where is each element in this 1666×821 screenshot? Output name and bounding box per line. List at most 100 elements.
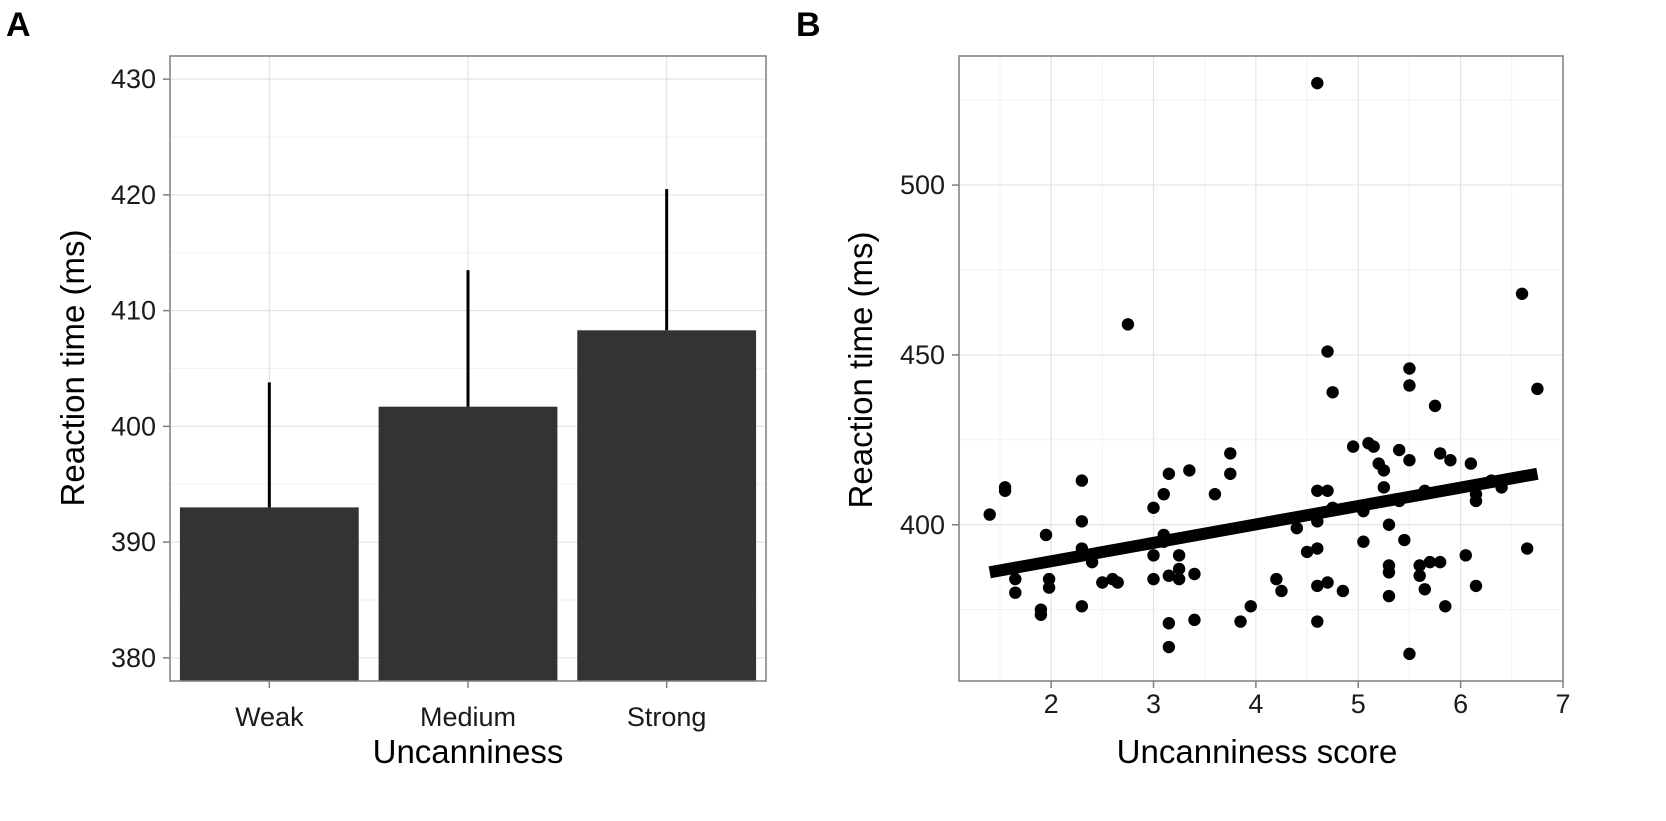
panel-b-data-point xyxy=(1224,467,1237,480)
panel-b-plot-area xyxy=(959,56,1563,681)
panel-a-bar xyxy=(179,507,359,681)
panel-b-data-point xyxy=(1244,600,1257,613)
panel-b-data-point xyxy=(1162,467,1176,480)
panel-b-data-point xyxy=(1075,600,1089,613)
panel-b-data-point xyxy=(1367,440,1380,453)
panel-b-data-point xyxy=(1321,484,1334,497)
panel-a-x-axis: Weak Medium Strong xyxy=(235,681,706,732)
panel-b-data-point xyxy=(1403,379,1416,392)
panel-b-data-point xyxy=(1403,362,1416,375)
panel-b-data-point xyxy=(1275,584,1288,598)
panel-a-bar xyxy=(378,406,558,681)
panel-b-y-axis: 400 450 500 xyxy=(900,170,959,540)
panel-b-data-point xyxy=(1311,542,1324,555)
panel-b-data-point xyxy=(1382,518,1396,531)
panel-a-y-tick-label: 420 xyxy=(111,180,156,210)
panel-b-data-point xyxy=(1147,501,1160,514)
panel-b-fit-line xyxy=(988,467,1539,579)
panel-b-data-point xyxy=(1075,474,1089,487)
panel-b-data-point xyxy=(1433,555,1447,569)
panel-b-y-axis-title: Reaction time (ms) xyxy=(842,232,879,509)
panel-b-data-point xyxy=(1464,457,1478,470)
panel-b-x-tick-label: 5 xyxy=(1351,689,1366,719)
panel-b-x-axis: 2 3 4 5 6 7 xyxy=(1044,681,1571,719)
panel-b-y-tick-label: 400 xyxy=(900,510,945,540)
panel-b-data-point xyxy=(1311,484,1324,497)
panel-b-data-point xyxy=(1418,583,1431,596)
panel-b-data-point xyxy=(1172,572,1186,586)
panel-b-data-point xyxy=(1111,576,1124,589)
panel-b-data-point xyxy=(1034,608,1048,621)
panel-b-data-point xyxy=(1075,515,1089,528)
panel-b-data-point xyxy=(1208,487,1222,501)
panel-b-data-point xyxy=(1162,640,1176,654)
panel-b-data-point xyxy=(1413,559,1426,572)
panel-b-data-point xyxy=(1042,572,1056,586)
panel-b-data-point xyxy=(1311,579,1324,593)
panel-b-y-tick-label: 500 xyxy=(900,170,945,200)
panel-b-fit-line-group xyxy=(988,467,1539,579)
panel-a-x-tick-label: Weak xyxy=(235,702,304,732)
panel-a-bars xyxy=(179,330,757,681)
panel-b-data-point xyxy=(1403,454,1416,467)
panel-b-data-point xyxy=(1147,549,1160,562)
panel-a: A 380 390 400 410 420 430 Weak Medium Strong Un… xyxy=(6,6,767,770)
panel-b-x-tick-label: 2 xyxy=(1044,689,1059,719)
panel-b-data-point xyxy=(1321,345,1334,358)
panel-b-data-point xyxy=(1096,576,1109,589)
panel-b-data-point xyxy=(1326,386,1339,399)
panel-a-y-axis: 380 390 400 410 420 430 xyxy=(111,64,170,673)
panel-b-data-point xyxy=(1393,443,1406,457)
panel-b-data-point xyxy=(1444,454,1457,467)
panel-b-data-point xyxy=(1162,617,1176,630)
panel-a-bar xyxy=(577,330,757,681)
panel-b-data-point xyxy=(1121,318,1135,331)
panel-b-data-point xyxy=(1459,549,1472,562)
panel-b-data-point xyxy=(1188,567,1201,581)
panel-b-data-point xyxy=(1172,562,1186,576)
panel-b-frame xyxy=(958,55,1564,682)
panel-b-data-point xyxy=(1515,287,1529,300)
panel-b-x-tick-label: 3 xyxy=(1146,689,1161,719)
panel-a-y-tick-label: 390 xyxy=(111,527,156,557)
panel-b-data-point xyxy=(1377,481,1391,494)
panel-b-data-point xyxy=(1009,586,1022,599)
panel-a-y-tick-label: 430 xyxy=(111,64,156,94)
panel-b-data-point xyxy=(1183,464,1196,477)
panel-a-x-tick-label: Medium xyxy=(420,702,516,732)
panel-b-data-point xyxy=(1469,579,1483,593)
panel-b-x-axis-title: Uncanniness score xyxy=(1117,733,1398,770)
panel-b-x-tick-label: 4 xyxy=(1248,689,1263,719)
panel-b-data-point xyxy=(1172,549,1186,562)
panel-a-error-bars xyxy=(267,189,669,508)
panel-b-data-point xyxy=(1042,581,1056,594)
panel-b-data-point xyxy=(1234,615,1247,628)
panel-a-x-tick-label: Strong xyxy=(627,702,707,732)
panel-a-y-tick-label: 400 xyxy=(111,411,156,441)
panel-b-data-point xyxy=(1321,576,1334,589)
panel-b-data-point xyxy=(1300,545,1314,559)
panel-b-data-point xyxy=(1162,569,1176,582)
panel-b-data-point xyxy=(1433,447,1447,460)
panel-a-y-tick-label: 380 xyxy=(111,643,156,673)
panel-b-data-point xyxy=(1469,494,1483,508)
panel-b: B 400 450 500 2 3 4 5 6 7 Uncanniness score Rea… xyxy=(796,6,1571,770)
panel-a-y-tick-label: 410 xyxy=(111,296,156,326)
panel-b-data-point xyxy=(983,508,996,521)
panel-b-data-point xyxy=(1398,533,1411,547)
panel-b-data-point xyxy=(1531,382,1544,396)
panel-b-data-point xyxy=(1439,600,1452,613)
panel-b-data-point xyxy=(1311,615,1324,628)
panel-b-data-point xyxy=(1157,487,1170,501)
panel-b-data-point xyxy=(1423,555,1437,569)
panel-a-label: A xyxy=(6,6,31,44)
panel-b-data-point xyxy=(1520,542,1534,555)
panel-b-data-point xyxy=(1346,440,1360,453)
panel-b-data-point xyxy=(1428,399,1442,413)
panel-b-data-point xyxy=(1311,76,1324,90)
panel-b-data-point xyxy=(1270,572,1283,586)
panel-b-data-point xyxy=(1403,647,1416,661)
panel-b-data-point xyxy=(1336,584,1350,598)
panel-b-data-point xyxy=(998,484,1012,497)
panel-b-data-point xyxy=(1290,521,1304,535)
